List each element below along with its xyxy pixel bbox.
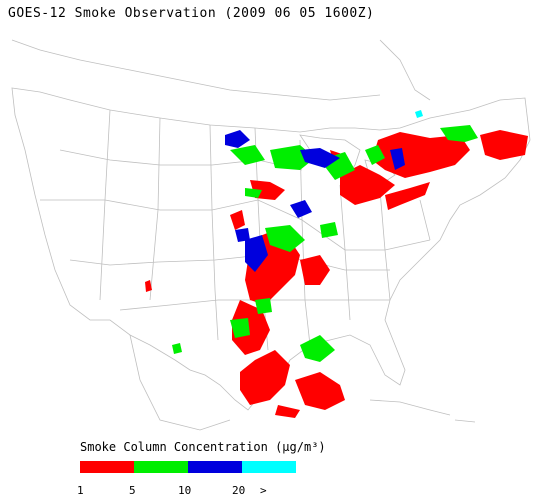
legend-tick-10: 10	[178, 484, 192, 497]
legend-swatch-10	[188, 461, 242, 473]
legend-swatch-20	[242, 461, 296, 473]
legend-swatch-5	[134, 461, 188, 473]
map-title: GOES-12 Smoke Observation (2009 06 05 16…	[8, 6, 375, 21]
smoke-concentration	[145, 110, 528, 418]
legend-tick-1: 1	[77, 484, 84, 497]
legend-swatch-1	[80, 461, 134, 473]
legend-tick-5: 5	[129, 484, 136, 497]
boundaries	[11, 39, 531, 431]
legend-tick-overflow: >	[260, 484, 267, 497]
legend-color-bar	[80, 461, 296, 473]
legend-tick-20: 20	[232, 484, 246, 497]
legend-title: Smoke Column Concentration (μg/m³)	[80, 440, 326, 454]
